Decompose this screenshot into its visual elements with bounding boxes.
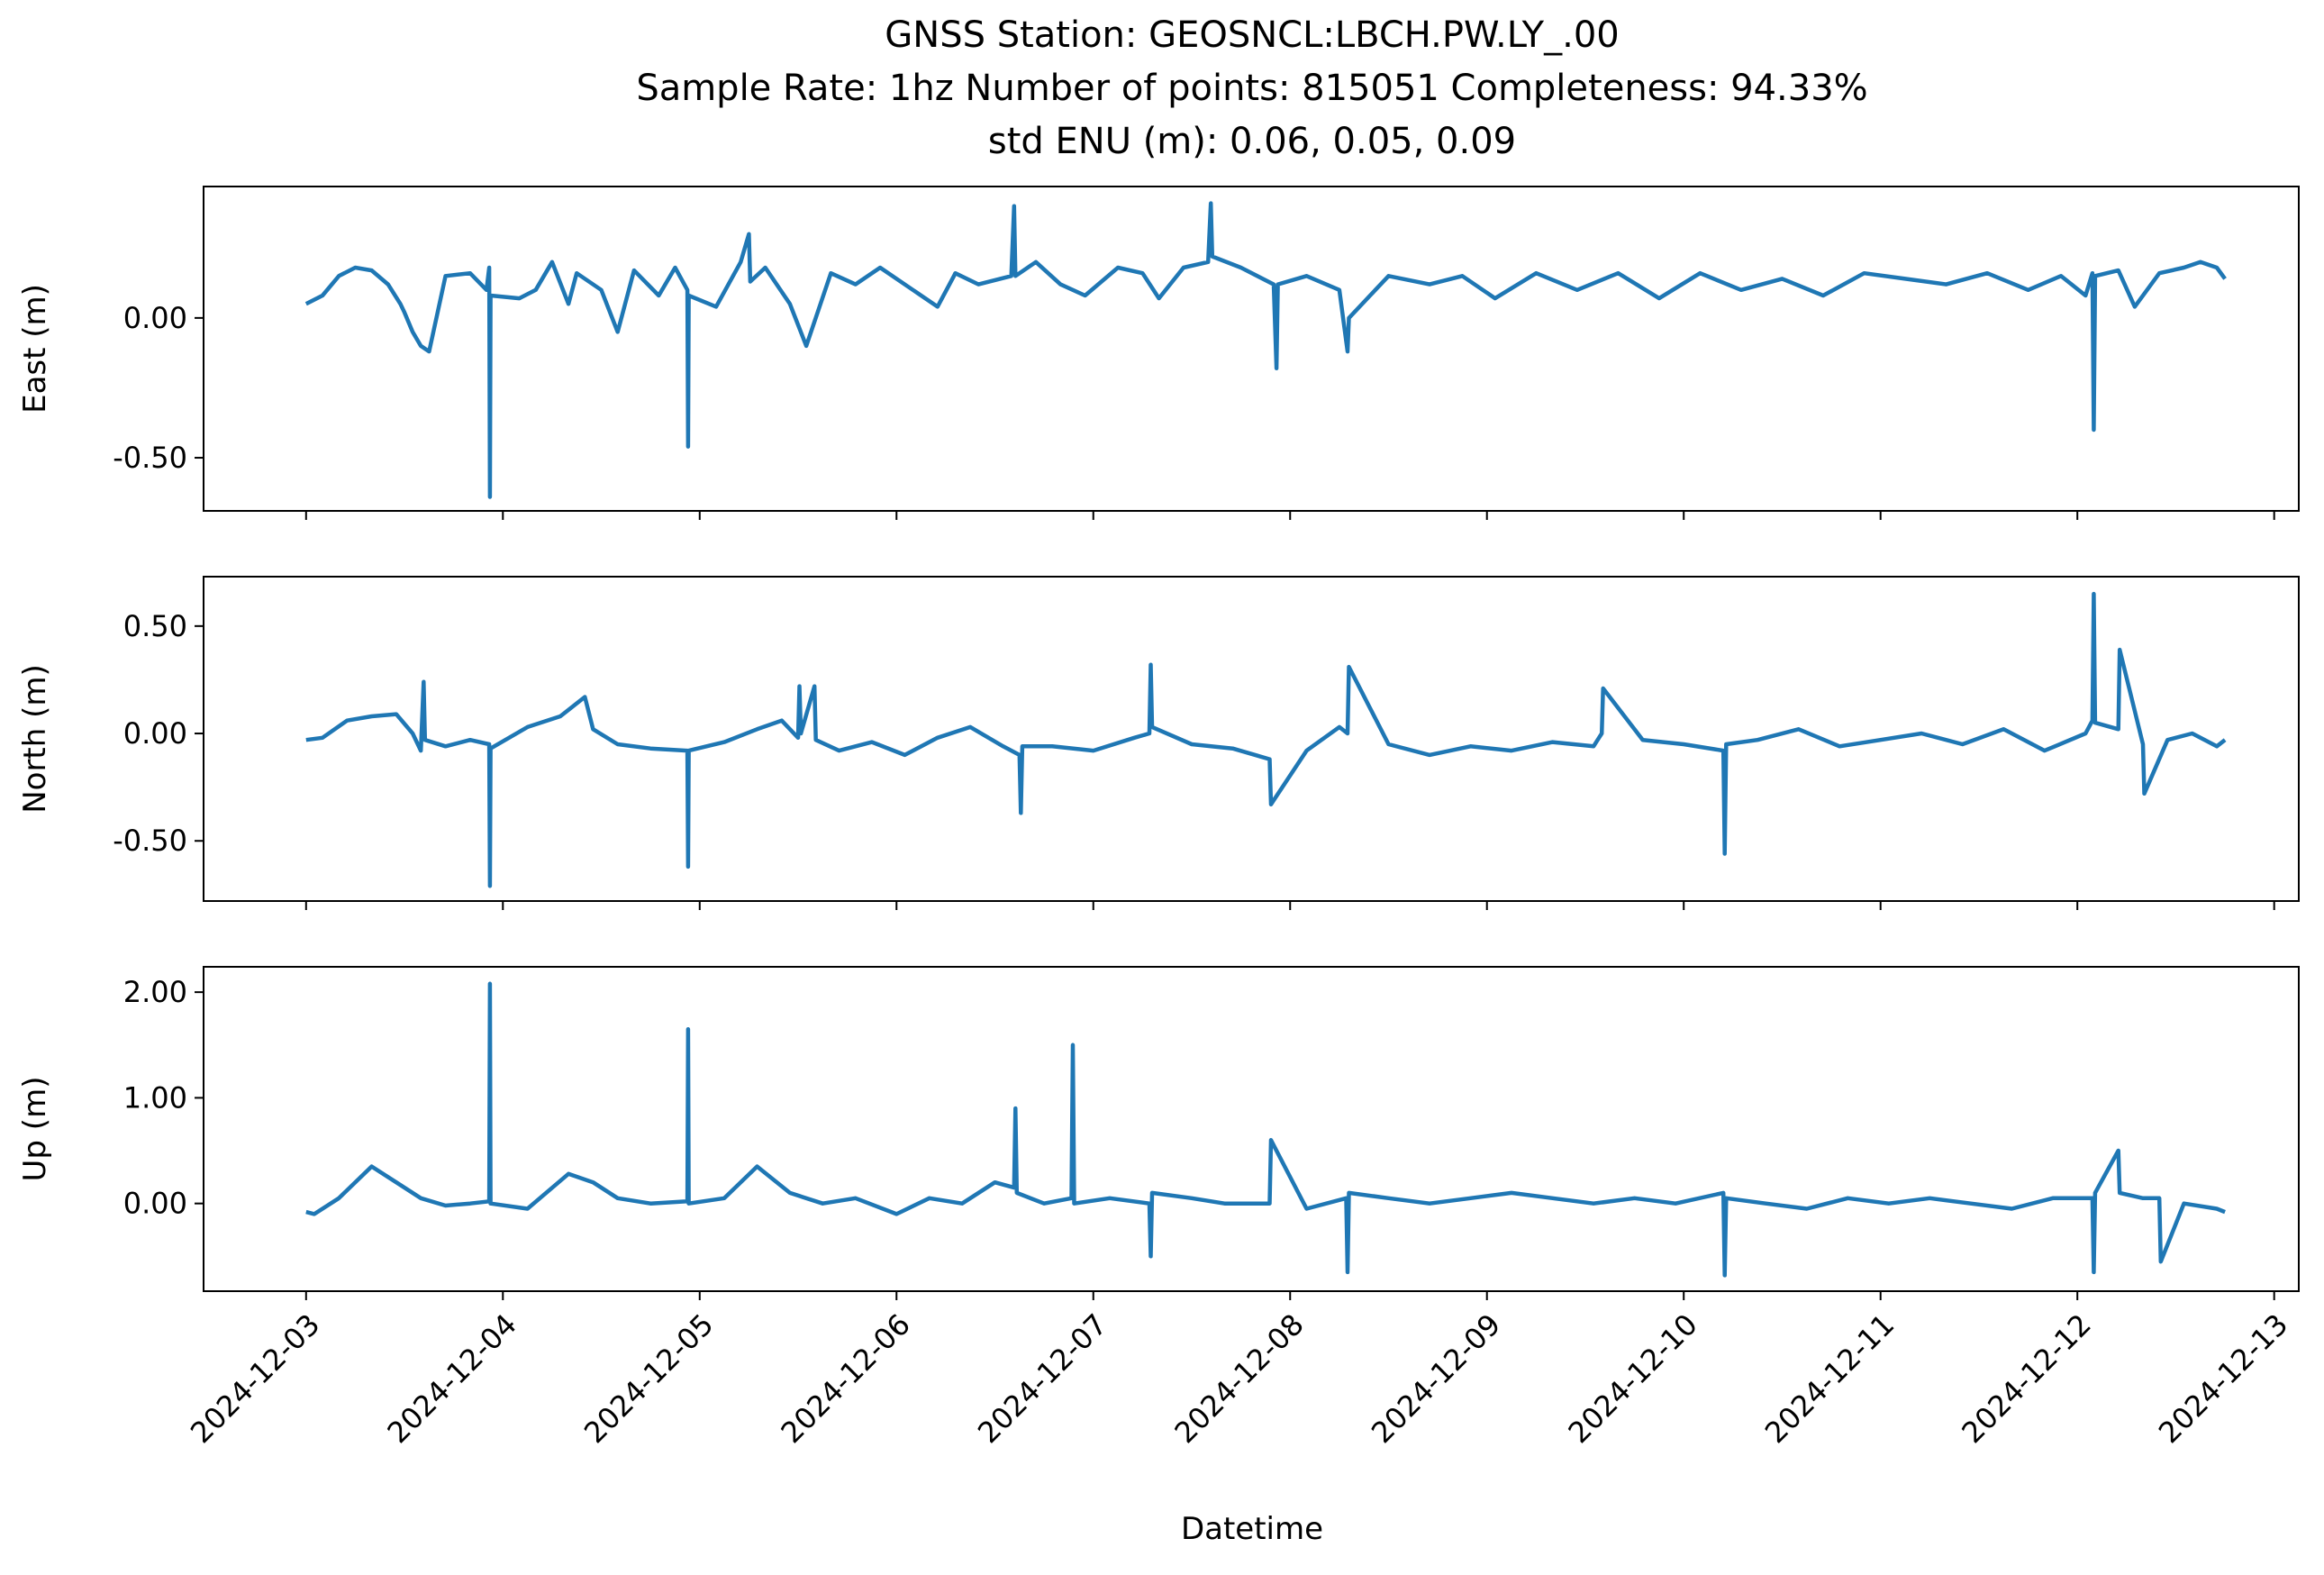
title-line-3: std ENU (m): 0.06, 0.05, 0.09	[988, 121, 1516, 162]
up-axes-frame	[203, 966, 2300, 1292]
north-panel: 0.50 0.00 -0.50 North (m)	[17, 576, 2300, 910]
east-ytick-label: -0.50	[113, 441, 187, 475]
up-ytick-label: 0.00	[123, 1187, 187, 1221]
up-ytick-label: 1.00	[123, 1080, 187, 1115]
up-ylabel: Up (m)	[17, 1077, 53, 1182]
up-ytick-label: 2.00	[123, 975, 187, 1009]
east-series-line	[304, 201, 2227, 499]
east-ytick-label: 0.00	[123, 301, 187, 335]
title-line-1: GNSS Station: GEOSNCL:LBCH.PW.LY_.00	[885, 14, 1619, 56]
north-ylabel: North (m)	[17, 664, 53, 814]
east-ylabel: East (m)	[17, 284, 53, 414]
east-panel: 0.00 -0.50 East (m)	[17, 186, 2300, 520]
north-series-line	[305, 591, 2227, 888]
up-series-line	[305, 981, 2226, 1278]
north-ytick-label: 0.00	[123, 716, 187, 751]
north-ytick-label: 0.50	[123, 609, 187, 643]
north-ytick-label: -0.50	[113, 824, 187, 858]
north-axes-frame	[203, 576, 2300, 902]
x-axis-label: Datetime	[1181, 1511, 1323, 1547]
east-axes-frame	[203, 186, 2300, 512]
title-line-2: Sample Rate: 1hz Number of points: 81505…	[636, 68, 1867, 109]
